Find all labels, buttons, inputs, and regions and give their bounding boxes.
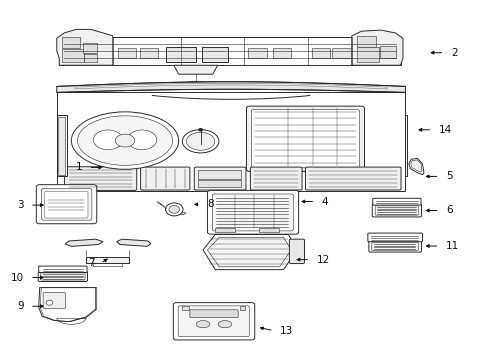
FancyBboxPatch shape — [246, 106, 364, 171]
FancyBboxPatch shape — [39, 266, 87, 273]
FancyBboxPatch shape — [212, 194, 293, 231]
Bar — [166, 47, 195, 62]
Bar — [248, 48, 266, 58]
Polygon shape — [59, 37, 400, 65]
Ellipse shape — [196, 320, 209, 328]
Polygon shape — [39, 288, 96, 321]
FancyBboxPatch shape — [64, 167, 137, 190]
Text: 9: 9 — [17, 301, 23, 311]
Bar — [356, 36, 375, 46]
Bar — [118, 48, 136, 58]
FancyBboxPatch shape — [141, 167, 189, 190]
Text: 1: 1 — [75, 162, 82, 172]
Polygon shape — [117, 239, 151, 246]
Bar — [198, 180, 241, 187]
FancyBboxPatch shape — [41, 189, 92, 220]
Ellipse shape — [93, 130, 122, 150]
Polygon shape — [405, 116, 407, 176]
FancyBboxPatch shape — [305, 167, 400, 190]
FancyBboxPatch shape — [36, 185, 97, 224]
Polygon shape — [175, 211, 185, 215]
Bar — [61, 49, 83, 62]
Text: 10: 10 — [10, 273, 23, 283]
Ellipse shape — [127, 130, 157, 150]
FancyBboxPatch shape — [371, 242, 418, 250]
Polygon shape — [173, 65, 217, 74]
FancyBboxPatch shape — [250, 167, 302, 190]
Bar — [239, 306, 245, 310]
Ellipse shape — [71, 112, 178, 169]
Ellipse shape — [186, 132, 214, 150]
Text: 12: 12 — [316, 255, 329, 265]
Polygon shape — [410, 160, 421, 172]
Circle shape — [168, 206, 179, 213]
Polygon shape — [57, 82, 405, 93]
Bar — [86, 257, 129, 263]
FancyBboxPatch shape — [43, 293, 65, 309]
Text: 7: 7 — [87, 258, 94, 268]
Ellipse shape — [218, 320, 231, 328]
FancyBboxPatch shape — [194, 167, 245, 190]
Bar — [140, 48, 158, 58]
Text: 13: 13 — [280, 325, 293, 336]
Bar — [201, 47, 228, 62]
FancyBboxPatch shape — [374, 206, 418, 215]
Circle shape — [46, 300, 53, 305]
Bar — [259, 228, 278, 232]
FancyBboxPatch shape — [251, 110, 359, 168]
FancyBboxPatch shape — [367, 233, 422, 242]
Polygon shape — [57, 116, 66, 176]
Bar — [61, 37, 80, 48]
Polygon shape — [65, 239, 103, 246]
Bar — [356, 47, 378, 62]
Bar — [82, 42, 97, 53]
Polygon shape — [207, 237, 291, 267]
Text: 14: 14 — [438, 125, 451, 135]
Text: 6: 6 — [445, 206, 451, 216]
Bar — [182, 306, 189, 310]
Polygon shape — [351, 30, 402, 65]
FancyBboxPatch shape — [289, 239, 304, 264]
FancyBboxPatch shape — [173, 303, 254, 340]
Polygon shape — [166, 208, 174, 213]
FancyBboxPatch shape — [207, 190, 298, 234]
FancyBboxPatch shape — [368, 240, 421, 252]
Circle shape — [198, 128, 203, 132]
Text: 3: 3 — [17, 200, 23, 210]
Text: 11: 11 — [445, 241, 458, 251]
Text: 5: 5 — [445, 171, 451, 181]
Bar — [379, 45, 395, 58]
Bar — [311, 48, 330, 58]
FancyBboxPatch shape — [189, 310, 238, 318]
Polygon shape — [408, 158, 423, 175]
FancyBboxPatch shape — [44, 192, 88, 218]
Bar — [215, 228, 234, 232]
Text: 8: 8 — [206, 199, 213, 210]
Bar — [83, 54, 97, 62]
Bar — [198, 170, 241, 179]
Ellipse shape — [77, 116, 172, 165]
Text: 2: 2 — [450, 48, 456, 58]
FancyBboxPatch shape — [178, 306, 249, 337]
FancyBboxPatch shape — [41, 273, 85, 280]
Ellipse shape — [115, 134, 135, 147]
FancyBboxPatch shape — [38, 271, 87, 282]
Bar — [331, 48, 350, 58]
Polygon shape — [57, 30, 113, 65]
Bar — [58, 117, 65, 175]
FancyBboxPatch shape — [372, 198, 420, 205]
FancyBboxPatch shape — [371, 204, 421, 217]
Circle shape — [165, 203, 183, 216]
Text: 4: 4 — [321, 197, 327, 207]
Polygon shape — [203, 234, 297, 270]
Polygon shape — [57, 92, 405, 191]
Bar — [272, 48, 291, 58]
Ellipse shape — [182, 130, 219, 153]
